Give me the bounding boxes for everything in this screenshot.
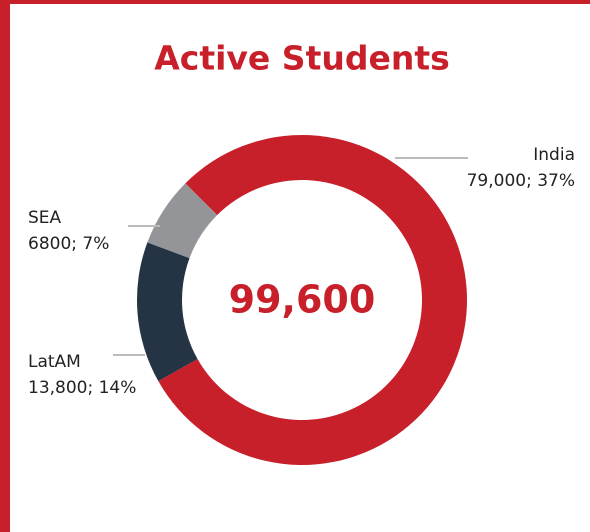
left-border (0, 0, 10, 532)
segment-name: SEA (28, 208, 62, 228)
donut-segment (136, 242, 198, 382)
segment-value-label: 13,800; 14% (28, 378, 136, 398)
segment-value-label: 79,000; 37% (467, 171, 575, 191)
segment-name: India (533, 145, 575, 165)
donut-segment (158, 134, 467, 465)
center-label: 99,600 (229, 278, 376, 322)
top-border (0, 0, 590, 4)
segment-value-label: 6800; 7% (28, 234, 109, 254)
chart-title: Active Students (154, 39, 450, 78)
segment-name: LatAM (28, 352, 81, 372)
donut-segment (147, 183, 218, 259)
donut (136, 134, 467, 465)
